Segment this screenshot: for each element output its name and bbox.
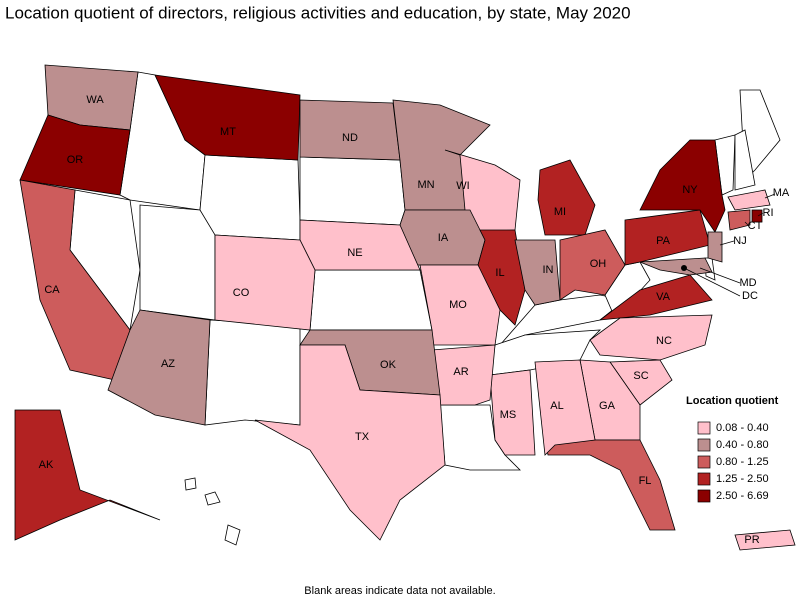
legend-label: 0.40 - 0.80 [716, 439, 769, 451]
state-shape [139, 204, 216, 321]
state-shape [254, 344, 446, 541]
state-shape [727, 209, 751, 231]
state-label: NC [656, 335, 672, 347]
state-label: TX [355, 431, 370, 443]
state-shape [589, 314, 713, 361]
state-label: FL [639, 475, 652, 487]
state-label: IL [495, 267, 504, 279]
state-label: OH [590, 258, 607, 270]
state-shape [489, 369, 536, 456]
leader-line [764, 193, 776, 199]
state-shape [214, 234, 316, 331]
state-label: WA [86, 94, 104, 106]
state-shape [439, 404, 521, 471]
state-shape [624, 209, 711, 266]
state-label: OR [67, 154, 84, 166]
state-shape [534, 359, 596, 456]
state-label: VA [656, 291, 671, 303]
legend-swatch [697, 472, 711, 486]
leader-line [699, 267, 741, 284]
state-label: WI [456, 180, 469, 192]
state-shape [544, 439, 676, 531]
state-label: AR [453, 366, 468, 378]
legend-title: Location quotient [686, 395, 779, 407]
state-shape [559, 229, 626, 301]
state-shape [184, 477, 197, 491]
state-label: PA [656, 235, 671, 247]
state-shape [107, 309, 211, 426]
leader-line [683, 267, 741, 297]
leader-line [744, 221, 750, 227]
state-label: AZ [161, 358, 175, 370]
legend-label: 0.80 - 1.25 [716, 456, 769, 468]
legend-label: 1.25 - 2.50 [716, 473, 769, 485]
leader-line [719, 240, 735, 246]
state-label: GA [599, 400, 616, 412]
blank-states [69, 71, 781, 546]
legend-label: 2.50 - 6.69 [716, 490, 769, 502]
state-shape [727, 189, 771, 211]
state-shape [734, 529, 796, 551]
state-label: MD [739, 277, 756, 289]
state-label: ND [342, 132, 358, 144]
state-label: IA [438, 232, 449, 244]
legend: Location quotient 0.08 - 0.40 0.40 - 0.80… [686, 395, 779, 503]
state-shape [734, 129, 756, 191]
state-shape [204, 491, 221, 506]
state-label: CA [44, 284, 60, 296]
state-label: AK [39, 459, 54, 471]
state-label: DC [742, 290, 758, 302]
state-label: IN [543, 264, 554, 276]
state-label: MI [554, 206, 566, 218]
state-shape [514, 239, 561, 306]
legend-swatch [697, 489, 711, 503]
legend-swatch [697, 421, 711, 435]
state-label: MA [773, 187, 790, 199]
legend-swatch [697, 455, 711, 469]
state-label: RI [763, 207, 774, 219]
state-label: NE [347, 247, 362, 259]
state-shape [19, 114, 131, 196]
state-label: MN [417, 179, 434, 191]
state-shape [199, 154, 301, 241]
state-shape [154, 74, 301, 161]
map-title: Location quotient of directors, religiou… [5, 3, 631, 22]
state-label: OK [380, 359, 397, 371]
state-label: AL [550, 400, 563, 412]
leader-line [757, 212, 764, 217]
legend-label: 0.08 - 0.40 [716, 422, 769, 434]
legend-swatch [697, 438, 711, 452]
state-shape [639, 257, 713, 276]
state-label: CT [748, 220, 763, 232]
state-shape [309, 269, 433, 331]
state-shape [751, 209, 763, 223]
state-label: PR [744, 534, 759, 546]
state-shape [299, 99, 401, 161]
state-shape [537, 159, 596, 236]
state-label: MS [500, 409, 517, 421]
state-shape [639, 139, 726, 233]
state-shape [224, 524, 241, 546]
state-shape [204, 319, 301, 426]
state-label: CO [233, 287, 250, 299]
state-shape [598, 274, 713, 321]
state-label: SC [633, 370, 648, 382]
footnote: Blank areas indicate data not available. [304, 585, 495, 597]
state-label: MO [449, 299, 467, 311]
state-shape [299, 219, 421, 271]
state-label: NY [682, 184, 698, 196]
state-label: NJ [733, 235, 746, 247]
state-shape [707, 231, 723, 263]
leader-lines [683, 193, 776, 297]
state-label: MT [220, 126, 236, 138]
state-shape [14, 409, 161, 541]
state-shape [299, 156, 406, 226]
